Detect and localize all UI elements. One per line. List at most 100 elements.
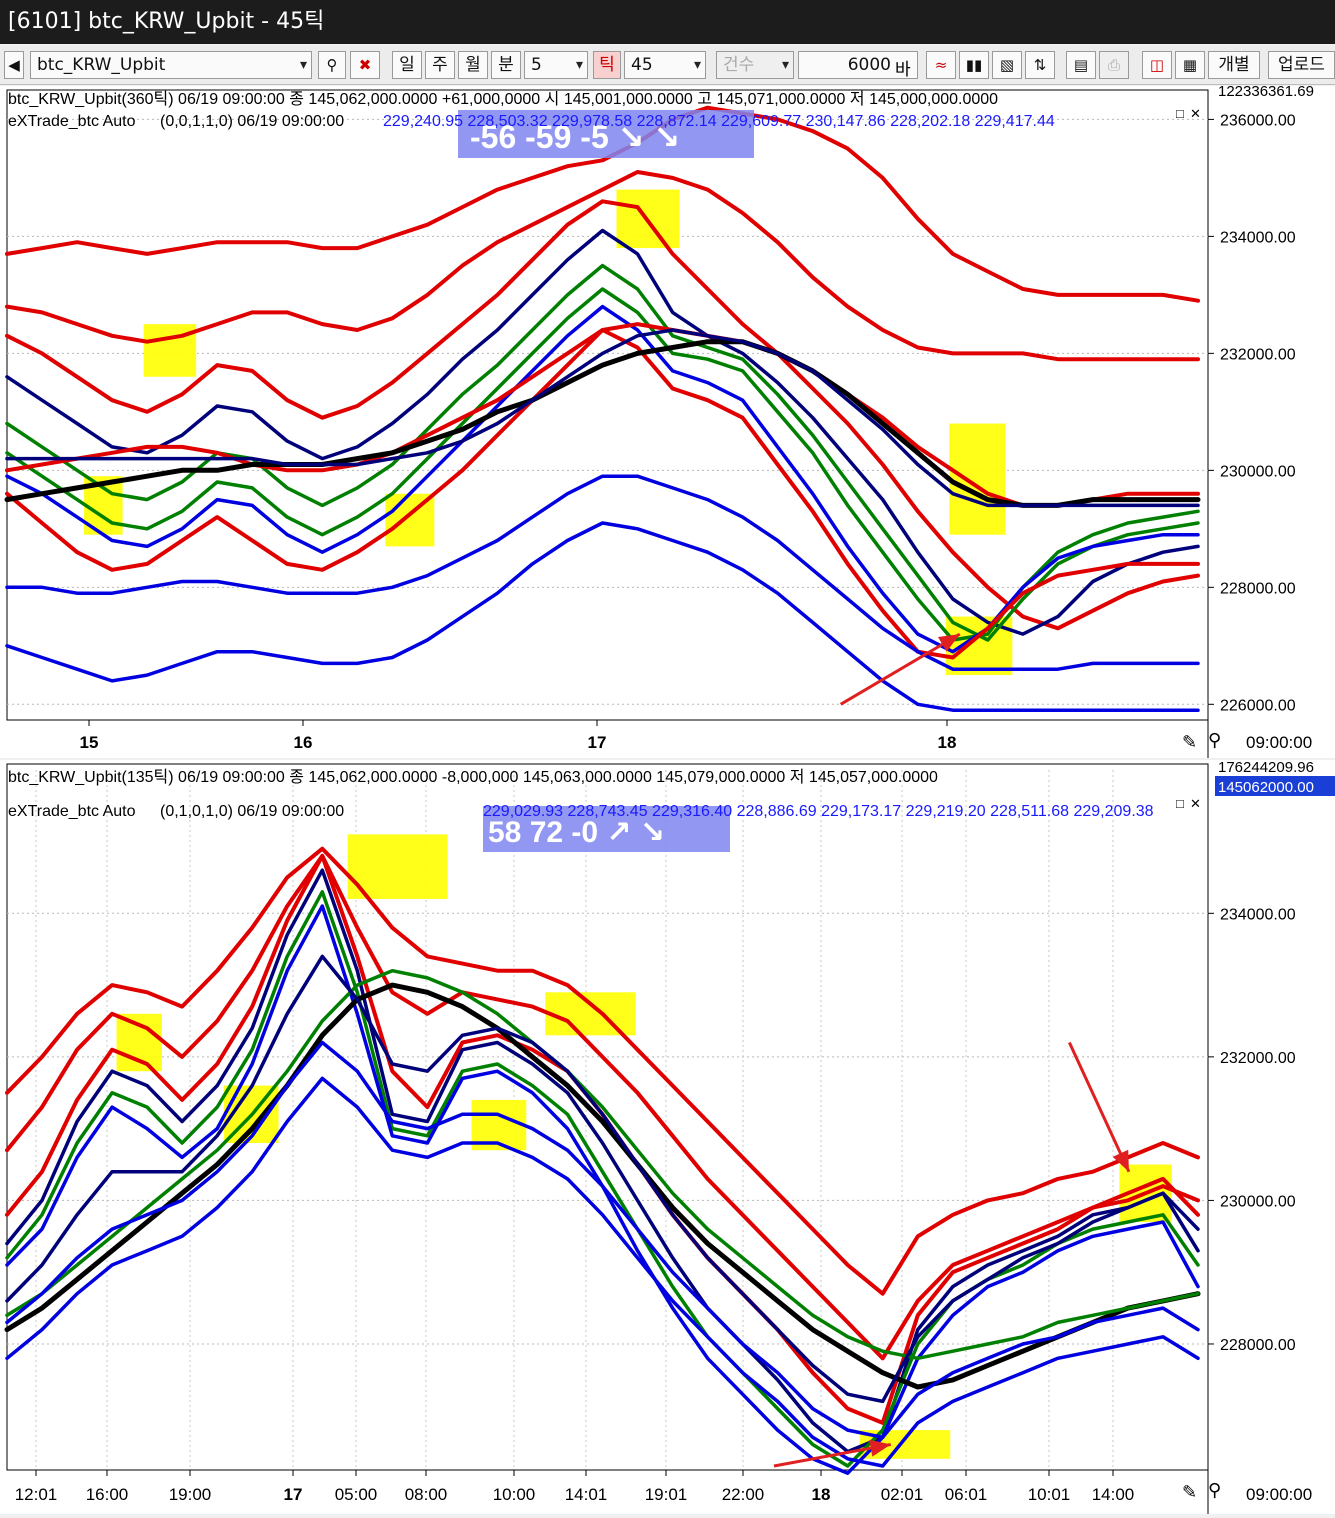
chart-panel-top: -56 -59 -5 ↘ ↘ btc_KRW_Upbit(360틱) 06/19… <box>0 83 1335 762</box>
candle-chart-icon[interactable]: ◫ <box>1142 51 1172 79</box>
indicator-line-0 <box>5 105 1200 303</box>
y-tick-label: 232000.00 <box>1220 1050 1296 1067</box>
updown-arrows-icon[interactable]: ⇅ <box>1025 51 1055 79</box>
indicator-line-2 <box>5 199 1200 631</box>
indicator-line-3 <box>5 868 1200 1454</box>
indicator-line-1 <box>5 170 1200 362</box>
grid-table-icon[interactable]: ▦ <box>1175 51 1205 79</box>
indicator-line-0 <box>5 846 1200 1296</box>
edit-icon[interactable]: ✎ <box>1182 732 1197 752</box>
signal-highlight-box <box>347 834 448 899</box>
x-tick-label: 05:00 <box>335 1485 378 1504</box>
window-title: [6101] btc_KRW_Upbit - 45틱 <box>8 9 325 34</box>
top-right-value: 122336361.69 <box>1218 86 1314 100</box>
scroll-left-icon[interactable]: ◀ <box>4 51 24 79</box>
top-right-value: 176244209.96 <box>1218 760 1314 776</box>
count-select[interactable]: 건수 <box>716 51 794 79</box>
bars-input[interactable]: 6000 <box>798 51 918 79</box>
indicator-line-8 <box>5 954 1200 1404</box>
tick-select[interactable]: 45 <box>624 51 706 79</box>
window-title-bar: [6101] btc_KRW_Upbit - 45틱 <box>0 0 1335 44</box>
close-icon[interactable]: ✕ <box>1190 106 1201 121</box>
indicator-line-8 <box>5 322 1200 508</box>
symbol-select[interactable]: btc_KRW_Upbit <box>30 51 312 79</box>
indicator-line-4 <box>5 890 1200 1468</box>
indicator-line-12 <box>5 521 1200 712</box>
chart-bottom-svg[interactable]: 58 72 -0 ↗ ↘ btc_KRW_Upbit(135틱) 06/19 0… <box>0 759 1335 1514</box>
annotation-arrow-head <box>937 634 960 652</box>
y-tick-label: 228000.00 <box>1220 1337 1296 1354</box>
indicator-line-10 <box>5 328 1200 508</box>
line-chart-icon[interactable]: ≈ <box>926 51 956 79</box>
marker-icon[interactable]: ✖ <box>350 51 380 79</box>
y-tick-label: 234000.00 <box>1220 229 1296 246</box>
x-tick-label: 02:01 <box>881 1485 924 1504</box>
bar-chart-icon[interactable]: ▮▮ <box>959 51 989 79</box>
period-week-button[interactable]: 주 <box>425 51 455 79</box>
y-tick-label: 230000.00 <box>1220 463 1296 480</box>
signal-badge-text: 58 72 -0 ↗ ↘ <box>488 816 665 849</box>
tick-button[interactable]: 틱 <box>593 51 621 79</box>
indicator-values: 229,029.93 228,743.45 229,316.40 228,886… <box>483 803 1154 820</box>
x-tick-label: 14:01 <box>565 1485 608 1504</box>
annotation-arrow-head <box>1112 1149 1129 1172</box>
x-tick-label: 19:01 <box>645 1485 688 1504</box>
signal-highlight-box <box>545 992 636 1036</box>
y-tick-label: 230000.00 <box>1220 1193 1296 1210</box>
y-tick-label: 226000.00 <box>1220 697 1296 714</box>
y-tick-label: 234000.00 <box>1220 906 1296 923</box>
indicator-values: 229,240.95 228,503.32 229,978.58 228,872… <box>383 113 1055 130</box>
zoom-icon[interactable]: ⚲ <box>1208 730 1221 750</box>
annotation-arrow-shaft <box>1068 1041 1131 1173</box>
edit-icon[interactable]: ✎ <box>1182 1482 1197 1502</box>
print-icon[interactable]: ⎙ <box>1099 51 1129 79</box>
search-icon[interactable]: ⚲ <box>318 51 346 79</box>
y-tick-label: 228000.00 <box>1220 580 1296 597</box>
zoom-icon[interactable]: ⚲ <box>1208 1480 1221 1500</box>
indicator-params: (0,1,0,1,0) 06/19 09:00:00 <box>160 803 344 820</box>
x-tick-label: 10:00 <box>493 1485 536 1504</box>
minute-select[interactable]: 5 <box>524 51 588 79</box>
price-tag-bg <box>1215 776 1335 796</box>
annotation-arrow-head <box>869 1439 891 1457</box>
x-tick-label: 16 <box>294 733 313 752</box>
period-month-button[interactable]: 월 <box>458 51 488 79</box>
signal-badge <box>458 110 754 158</box>
time-label: 09:00:00 <box>1246 733 1312 752</box>
minimize-icon[interactable]: □ <box>1176 106 1184 121</box>
chart-top-svg[interactable]: -56 -59 -5 ↘ ↘ btc_KRW_Upbit(360틱) 06/19… <box>0 83 1335 758</box>
indicator-line-4 <box>5 263 1200 642</box>
period-day-button[interactable]: 일 <box>392 51 422 79</box>
x-tick-label: 18 <box>938 733 957 752</box>
volume-chart-icon[interactable]: ▧ <box>992 51 1022 79</box>
indicator-name: eXTrade_btc Auto <box>8 113 136 130</box>
x-tick-label: 12:01 <box>15 1485 58 1504</box>
x-tick-label: 22:00 <box>722 1485 765 1504</box>
minimize-icon[interactable]: □ <box>1176 796 1184 811</box>
signal-highlight-box <box>949 423 1006 535</box>
indicator-line-10 <box>5 1076 1200 1468</box>
indicator-params: (0,0,1,1,0) 06/19 09:00:00 <box>160 113 344 130</box>
indicator-line-9 <box>5 1040 1200 1440</box>
chart-background <box>0 760 1335 1514</box>
x-tick-label: 08:00 <box>405 1485 448 1504</box>
x-tick-label: 16:00 <box>86 1485 129 1504</box>
info-line: btc_KRW_Upbit(135틱) 06/19 09:00:00 종 145… <box>8 768 938 786</box>
x-tick-label: 06:01 <box>945 1485 988 1504</box>
individual-button[interactable]: 개별 <box>1208 51 1260 79</box>
x-tick-label: 19:00 <box>169 1485 212 1504</box>
indicator-line-11 <box>5 474 1200 671</box>
chart-panel-bottom: 58 72 -0 ↗ ↘ btc_KRW_Upbit(135틱) 06/19 0… <box>0 759 1335 1518</box>
period-minute-button[interactable]: 분 <box>491 51 521 79</box>
close-icon[interactable]: ✕ <box>1190 796 1201 811</box>
indicator-line-1 <box>5 853 1200 1361</box>
upload-button[interactable]: 업로드 <box>1268 51 1335 79</box>
x-tick-label: 15 <box>80 733 99 752</box>
toolbar: ◀ btc_KRW_Upbit ⚲ ✖ 일 주 월 분 5 틱 45 건수 60… <box>0 46 1335 85</box>
info-line: btc_KRW_Upbit(360틱) 06/19 09:00:00 종 145… <box>8 90 998 108</box>
indicator-name: eXTrade_btc Auto <box>8 803 136 820</box>
indicator-line-7 <box>5 968 1200 1361</box>
bars-unit: 바 <box>895 60 911 80</box>
annotation-arrow-shaft <box>839 632 961 706</box>
document-icon[interactable]: ▤ <box>1066 51 1096 79</box>
